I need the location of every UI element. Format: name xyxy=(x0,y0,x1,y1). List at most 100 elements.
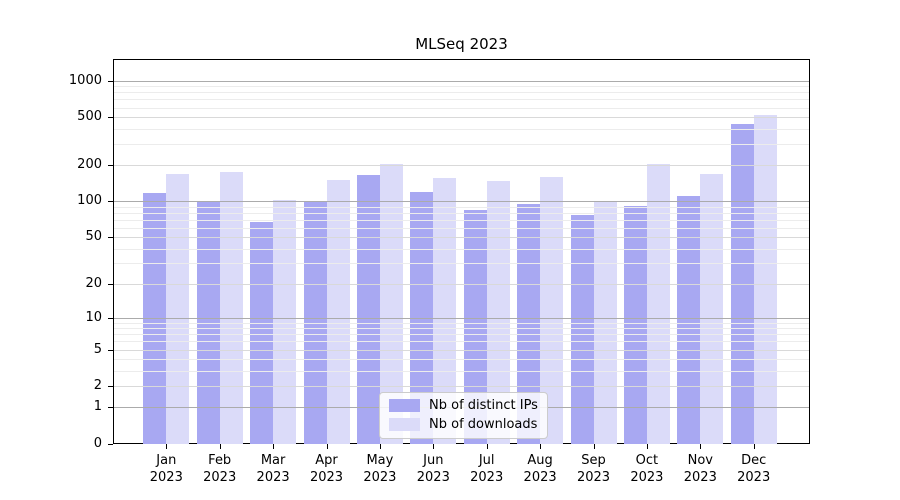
x-tick-label-mar: Mar 2023 xyxy=(256,453,290,485)
y-tick-label-50: 50 xyxy=(85,229,102,245)
y-tick-500 xyxy=(108,117,113,119)
gridline-5 xyxy=(114,349,809,351)
x-axis: Jan 2023 Feb 2023 Mar 2023 Apr 2023 May 2023 Jun 20… xyxy=(114,444,809,500)
x-tick-aug xyxy=(540,444,542,449)
y-tick-1 xyxy=(108,407,113,409)
x-tick-label-may: May 2023 xyxy=(363,453,397,485)
x-tick-dec xyxy=(753,444,755,449)
gridline-30 xyxy=(114,263,809,265)
gridline-20 xyxy=(114,283,809,285)
x-tick-label-sep: Sep 2023 xyxy=(576,453,611,485)
bar-downloads-mar xyxy=(273,200,297,444)
x-tick-feb xyxy=(219,444,221,449)
y-tick-label-1: 1 xyxy=(93,399,102,415)
bar-downloads-aug xyxy=(540,177,564,444)
bar-downloads-oct xyxy=(646,164,670,444)
y-tick-50 xyxy=(108,237,113,239)
x-tick-oct xyxy=(646,444,648,449)
x-tick-label-nov: Nov 2023 xyxy=(683,453,717,485)
y-tick-0 xyxy=(108,443,113,445)
x-tick-label-jan: Jan 2023 xyxy=(149,453,183,485)
gridline-200 xyxy=(114,165,809,167)
gridline-80 xyxy=(114,212,809,214)
gridline-1000 xyxy=(114,80,809,82)
x-tick-label-aug: Aug 2023 xyxy=(523,453,557,485)
x-tick-nov xyxy=(700,444,702,449)
legend-swatch-downloads xyxy=(389,418,420,431)
gridline-7 xyxy=(114,334,809,336)
bar-downloads-jul xyxy=(486,181,510,444)
gridline-400 xyxy=(114,128,809,130)
y-tick-2 xyxy=(108,385,113,387)
y-tick-5 xyxy=(108,349,113,351)
y-tick-200 xyxy=(108,165,113,167)
gridline-6 xyxy=(114,341,809,343)
bar-ips-oct xyxy=(623,205,647,444)
y-tick-label-5: 5 xyxy=(93,341,102,357)
gridline-500 xyxy=(114,117,809,119)
y-axis: 0 1 2 5 10 20 50 100 200 500 1000 xyxy=(0,59,113,451)
y-tick-label-0: 0 xyxy=(93,435,102,451)
gridline-600 xyxy=(114,107,809,109)
y-tick-label-200: 200 xyxy=(77,157,102,173)
x-tick-jun xyxy=(433,444,435,449)
gridline-300 xyxy=(114,143,809,145)
x-tick-label-oct: Oct 2023 xyxy=(630,453,664,485)
gridline-100 xyxy=(114,201,809,203)
x-tick-sep xyxy=(593,444,595,449)
bar-downloads-may xyxy=(379,163,403,444)
x-tick-label-feb: Feb 2023 xyxy=(203,453,237,485)
gridline-70 xyxy=(114,219,809,221)
gridline-2 xyxy=(114,385,809,387)
y-tick-10 xyxy=(108,317,113,319)
x-tick-may xyxy=(379,444,381,449)
gridline-60 xyxy=(114,227,809,229)
y-tick-label-100: 100 xyxy=(77,193,102,209)
bar-ips-jul xyxy=(463,209,487,444)
gridline-8 xyxy=(114,328,809,330)
gridline-50 xyxy=(114,237,809,239)
gridline-3 xyxy=(114,370,809,372)
bar-downloads-jan xyxy=(166,174,190,444)
chart-title: MLSeq 2023 xyxy=(415,35,508,53)
bar-downloads-dec xyxy=(753,114,777,444)
y-tick-label-2: 2 xyxy=(93,377,102,393)
bar-downloads-jun xyxy=(433,178,457,444)
y-tick-label-500: 500 xyxy=(77,109,102,125)
gridline-4 xyxy=(114,359,809,361)
x-tick-label-jul: Jul 2023 xyxy=(470,453,504,485)
gridline-800 xyxy=(114,92,809,94)
x-tick-label-dec: Dec 2023 xyxy=(737,453,771,485)
x-tick-jan xyxy=(166,444,168,449)
x-tick-apr xyxy=(326,444,328,449)
y-tick-100 xyxy=(108,201,113,203)
y-tick-label-1000: 1000 xyxy=(68,72,102,88)
y-tick-label-20: 20 xyxy=(85,275,102,291)
gridline-9 xyxy=(114,322,809,324)
legend-label-downloads: Nb of downloads xyxy=(429,417,538,432)
bar-downloads-nov xyxy=(700,173,724,444)
bar-ips-mar xyxy=(250,221,274,444)
bar-downloads-feb xyxy=(219,172,243,444)
bar-ips-nov xyxy=(677,196,701,444)
legend: Nb of distinct IPs Nb of downloads xyxy=(379,392,548,439)
x-tick-mar xyxy=(273,444,275,449)
legend-row-downloads: Nb of downloads xyxy=(389,417,538,432)
bar-ips-may xyxy=(356,175,380,444)
legend-label-distinct-ips: Nb of distinct IPs xyxy=(429,398,538,413)
plot-area xyxy=(113,59,810,444)
x-tick-label-jun: Jun 2023 xyxy=(416,453,450,485)
gridline-90 xyxy=(114,206,809,208)
gridline-10 xyxy=(114,317,809,319)
x-tick-jul xyxy=(486,444,488,449)
gridline-900 xyxy=(114,86,809,88)
y-tick-label-10: 10 xyxy=(85,309,102,325)
legend-swatch-distinct-ips xyxy=(389,399,420,412)
y-tick-20 xyxy=(108,283,113,285)
x-tick-label-apr: Apr 2023 xyxy=(309,453,344,485)
y-tick-1000 xyxy=(108,80,113,82)
gridline-40 xyxy=(114,248,809,250)
gridline-700 xyxy=(114,99,809,101)
legend-row-distinct-ips: Nb of distinct IPs xyxy=(389,398,538,413)
